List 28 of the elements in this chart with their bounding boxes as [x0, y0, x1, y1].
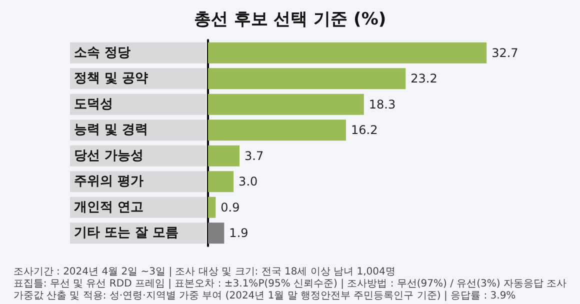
y-tick-label: 주위의 평가	[74, 174, 144, 190]
data-label: 1.9	[229, 226, 248, 240]
text: 조사기간 : 2024년 4월 2일 ~3일 | 조사 대상 및 크기: 전국 18세 이상 남녀 1,004명	[13, 266, 396, 278]
y-tick-label: 기타 또는 잘 모름	[74, 226, 179, 241]
chart-title: 총선 후보 선택 기준 (%)	[194, 10, 386, 30]
bar	[208, 120, 346, 141]
data-label: 3.0	[238, 174, 258, 189]
data-label: 0.9	[220, 200, 240, 214]
bar	[208, 171, 234, 192]
text: 표집틀: 무선 및 유선 RDD 프레임 | 표본오차 : ±3.1%P(95% 신뢰수준) | 조사방법 : 무선(97%) / 유선(3%) 자동응답 조사	[13, 278, 567, 290]
data-label: 16.2	[351, 123, 378, 138]
text: 가중값 산출 및 적용: 성·연령·지역별 가중 부여 (2024년 1월 말 행정안전부 주민등록인구 기준) | 응답률 : 3.9%	[13, 290, 516, 302]
data-label: 18.3	[368, 97, 396, 112]
bar	[208, 68, 406, 90]
data-label: 3.7	[244, 148, 264, 163]
bar	[208, 145, 240, 166]
y-tick-label: 정책 및 공약	[74, 71, 148, 86]
y-tick-label: 개인적 연고	[74, 200, 144, 215]
data-label: 32.7	[492, 46, 518, 60]
y-tick-label: 도덕성	[74, 96, 113, 112]
y-tick-label: 소속 정당	[74, 45, 131, 60]
bar	[208, 196, 216, 218]
bar	[208, 94, 364, 115]
y-tick-label: 당선 가능성	[74, 148, 144, 164]
bar	[208, 222, 224, 244]
y-tick-label: 능력 및 경력	[74, 122, 148, 138]
data-label: 23.2	[410, 72, 438, 86]
bar	[208, 42, 487, 64]
